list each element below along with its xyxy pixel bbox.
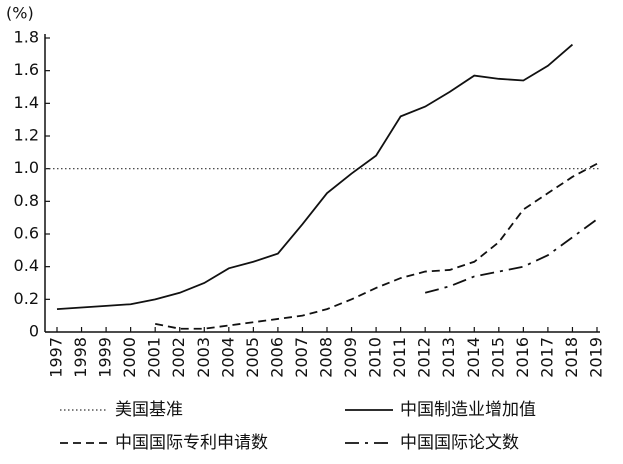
y-tick-label: 1.8 <box>14 28 39 47</box>
x-tick-label: 2007 <box>292 337 311 378</box>
x-tick-label: 2019 <box>587 337 606 378</box>
y-unit: (%) <box>6 4 34 23</box>
x-tick-label: 1999 <box>96 337 115 378</box>
legend-label: 中国制造业增加值 <box>400 400 536 420</box>
x-tick-label: 2002 <box>169 337 188 378</box>
legend-label: 中国国际专利申请数 <box>115 433 268 453</box>
y-tick-label: 0.2 <box>14 289 39 308</box>
series-line <box>155 162 598 330</box>
x-tick-label: 2013 <box>439 337 458 378</box>
x-tick-label: 2011 <box>390 337 409 378</box>
x-tick-label: 2004 <box>218 337 237 378</box>
series-line <box>56 43 574 311</box>
x-tick-label: 2005 <box>243 337 262 378</box>
y-tick-label: 0.6 <box>14 224 39 243</box>
x-tick-label: 2000 <box>120 337 139 378</box>
x-tick-label: 2015 <box>488 337 507 378</box>
y-tick-label: 1.2 <box>14 126 39 145</box>
y-tick-label: 0 <box>29 322 39 341</box>
x-tick-label: 2014 <box>464 337 483 378</box>
x-tick-label: 1997 <box>47 337 66 378</box>
y-tick-label: 0.4 <box>14 256 39 275</box>
y-tick-label: 1.0 <box>14 158 39 177</box>
x-tick-label: 1998 <box>71 337 90 378</box>
x-tick-label: 2008 <box>317 337 336 378</box>
y-tick-label: 1.4 <box>14 93 39 112</box>
y-tick-label: 0.8 <box>14 191 39 210</box>
legend-label: 中国国际论文数 <box>400 433 519 453</box>
x-tick-label: 2003 <box>194 337 213 378</box>
series-line <box>424 218 598 294</box>
x-tick-label: 2010 <box>366 337 385 378</box>
x-tick-label: 2017 <box>537 337 556 378</box>
x-tick-label: 2001 <box>145 337 164 378</box>
x-tick-label: 2012 <box>415 337 434 378</box>
x-tick-label: 2018 <box>562 337 581 378</box>
y-tick-label: 1.6 <box>14 60 39 79</box>
x-tick-label: 2009 <box>341 337 360 378</box>
legend-label: 美国基准 <box>115 400 183 420</box>
x-tick-label: 2016 <box>513 337 532 378</box>
x-tick-label: 2006 <box>267 337 286 378</box>
